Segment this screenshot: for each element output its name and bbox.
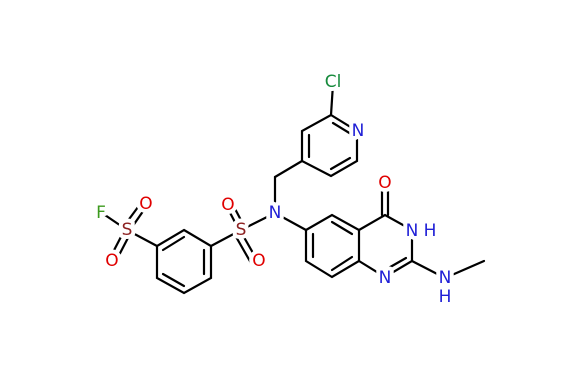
pyridine-ring	[300, 113, 359, 178]
bond	[329, 82, 335, 117]
atom-label: N	[352, 121, 365, 141]
bond	[100, 211, 129, 232]
atom-label: O	[221, 195, 234, 215]
atom-label: O	[105, 251, 118, 271]
atom-label: H	[439, 287, 452, 307]
double-bond	[108, 229, 126, 260]
atom-label: O	[378, 173, 391, 193]
atom-labels: Cl N N O O S F O O S O N H N N H	[92, 68, 455, 311]
double-bond	[383, 256, 408, 272]
double-bond	[239, 230, 259, 262]
double-bond	[122, 201, 143, 228]
bond	[443, 259, 486, 280]
double-bond	[329, 156, 352, 171]
atom-label: N	[439, 268, 452, 288]
double-bond	[330, 220, 354, 236]
atom-label: H	[424, 221, 437, 241]
bond	[239, 211, 277, 232]
bonds	[100, 82, 486, 295]
bond	[410, 259, 447, 280]
atom-label: S	[122, 220, 133, 240]
atom-label: Cl	[325, 72, 342, 92]
double-bond	[114, 232, 132, 263]
double-bond	[330, 255, 354, 272]
double-bond	[161, 235, 186, 252]
double-bond	[224, 203, 240, 230]
bond	[273, 159, 304, 179]
double-bond	[161, 272, 186, 288]
bond	[273, 211, 308, 232]
atom-label: N	[269, 203, 282, 223]
atom-label: S	[236, 220, 247, 240]
double-bond	[230, 201, 246, 228]
atom-label: O	[139, 194, 152, 214]
double-bond	[233, 233, 253, 265]
pyrimidinone-ring	[357, 213, 414, 279]
atom-label: N	[406, 221, 419, 241]
double-bond	[128, 205, 148, 232]
atom-label: F	[96, 203, 106, 223]
atom-label: O	[252, 251, 265, 271]
double-bond	[331, 121, 353, 136]
bond	[125, 228, 159, 248]
atom-label: N	[379, 268, 392, 288]
bond	[209, 228, 243, 248]
